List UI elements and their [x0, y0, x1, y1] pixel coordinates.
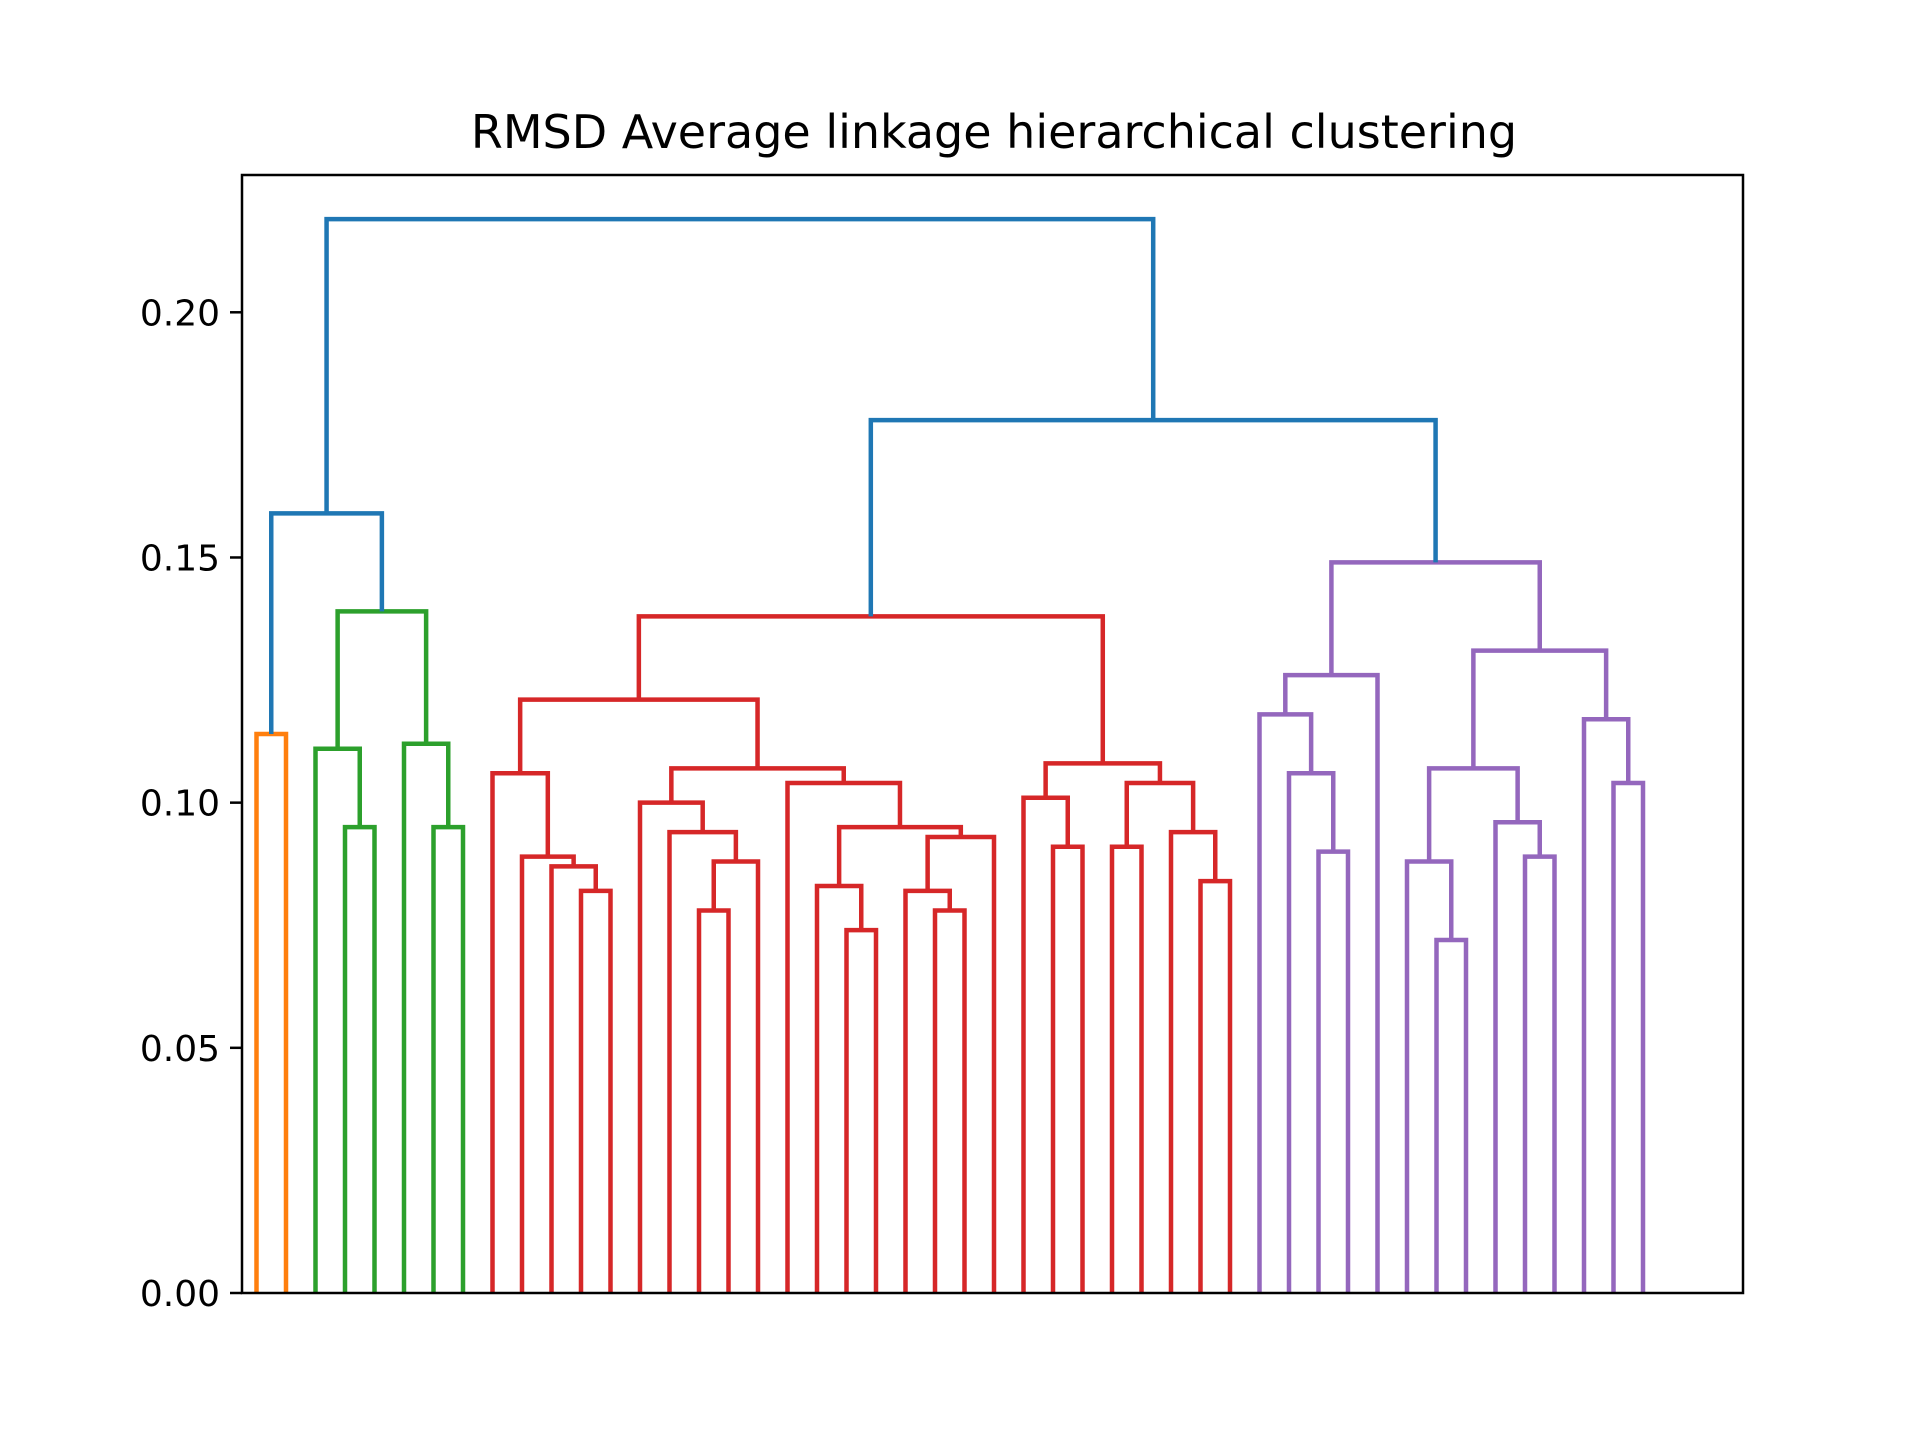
link-r12	[903, 888, 952, 1293]
link-p9	[1426, 766, 1520, 862]
link-r5	[696, 908, 731, 1293]
chart-title: RMSD Average linkage hierarchical cluste…	[471, 105, 1517, 159]
link-r23	[1124, 780, 1196, 847]
link-p8	[1493, 820, 1542, 1293]
link-r11	[932, 908, 967, 1293]
link-r6	[711, 859, 761, 1293]
link-r14	[836, 824, 964, 887]
dendrogram-links	[254, 216, 1646, 1293]
y-tick-label: 0.15	[140, 538, 220, 579]
link-p10	[1611, 780, 1646, 1293]
link-p4	[1283, 672, 1380, 1293]
y-tick-label: 0.05	[140, 1029, 220, 1070]
link-r7	[667, 829, 739, 1293]
link-p5	[1434, 937, 1469, 1293]
link-b1	[269, 511, 385, 734]
y-tick-label: 0.00	[140, 1274, 220, 1315]
link-g3	[431, 824, 466, 1293]
link-p3	[1257, 712, 1314, 1293]
link-o1	[254, 731, 289, 1293]
link-g5	[335, 609, 429, 749]
link-r1	[578, 888, 613, 1293]
link-r17	[517, 697, 760, 774]
link-r21	[1198, 878, 1233, 1293]
y-tick-label: 0.10	[140, 784, 220, 825]
link-r3	[519, 854, 576, 1293]
link-r9	[844, 927, 879, 1293]
link-p1	[1316, 849, 1351, 1293]
link-r24	[1043, 761, 1163, 798]
link-r13	[925, 834, 997, 1293]
link-r2	[549, 864, 598, 1293]
link-r19	[1021, 795, 1070, 1293]
link-b3	[324, 216, 1156, 514]
y-tick-label: 0.20	[140, 293, 220, 334]
link-r10	[814, 883, 864, 1293]
plot-frame	[240, 173, 1745, 1295]
link-r22	[1168, 829, 1218, 1293]
link-p6	[1404, 859, 1454, 1293]
link-r18	[1050, 844, 1085, 1293]
link-r15	[785, 780, 903, 1293]
link-b2	[868, 417, 1438, 617]
link-r25	[636, 614, 1106, 764]
link-p7	[1522, 854, 1557, 1293]
y-axis: 0.00 0.05 0.10 0.15 0.20	[140, 293, 242, 1315]
link-p11	[1581, 717, 1631, 1293]
link-r16	[669, 766, 846, 803]
link-g2	[313, 746, 362, 1293]
link-g1	[342, 824, 377, 1293]
link-p13	[1329, 560, 1542, 676]
link-r20	[1109, 844, 1144, 1293]
